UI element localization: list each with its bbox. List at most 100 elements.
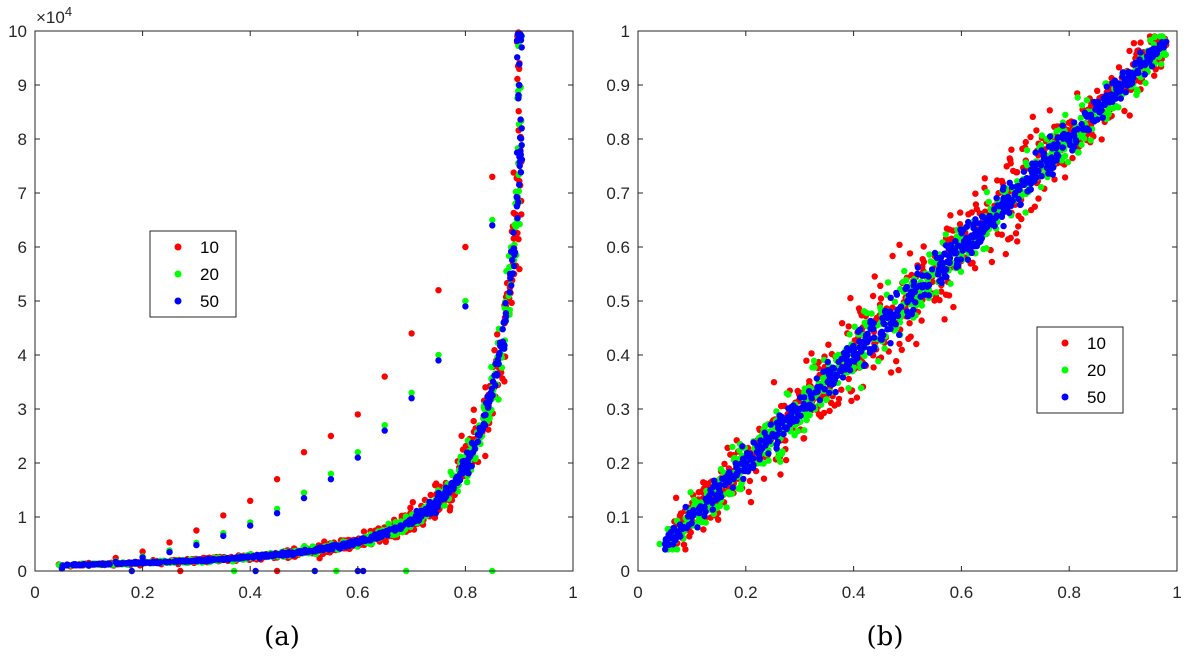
data-point (846, 331, 853, 338)
data-point (1000, 222, 1007, 230)
data-point (938, 279, 945, 287)
data-point (875, 358, 882, 365)
data-point (58, 565, 66, 572)
data-point (803, 357, 810, 364)
data-point (920, 258, 928, 266)
data-point (717, 465, 725, 473)
data-point (936, 266, 943, 273)
data-point (132, 560, 139, 567)
data-point (422, 510, 429, 517)
data-point (375, 534, 382, 541)
data-point (193, 527, 200, 534)
x-tick-label: 0 (633, 583, 642, 602)
data-point (983, 220, 990, 227)
x-tick-label: 0.6 (346, 583, 370, 602)
y-tick-label: 0.9 (606, 76, 630, 95)
data-point (676, 521, 684, 528)
data-point (731, 454, 738, 462)
data-point (75, 561, 83, 569)
data-point (462, 303, 469, 310)
data-point (448, 481, 455, 488)
data-point (889, 252, 896, 260)
data-point (492, 382, 499, 389)
data-point (1108, 91, 1115, 98)
data-point (516, 162, 523, 170)
data-point (491, 347, 498, 354)
data-point (1015, 223, 1022, 230)
data-point (1004, 193, 1012, 200)
data-point (779, 448, 786, 455)
x-tick-label: 0.6 (950, 583, 974, 602)
data-point (510, 169, 517, 176)
legend: 10 20 50 (149, 230, 237, 318)
data-point (1029, 172, 1036, 180)
y-tick-label: 8 (18, 130, 27, 149)
data-point (788, 413, 795, 420)
data-point (379, 529, 386, 536)
data-point (1078, 120, 1085, 128)
data-point (1061, 152, 1069, 160)
data-point (884, 326, 891, 333)
data-point (1003, 163, 1010, 170)
data-point (835, 400, 842, 407)
data-point (1035, 195, 1042, 202)
data-point (830, 376, 837, 383)
legend-marker-20 (174, 270, 182, 278)
data-point (721, 460, 728, 468)
data-point (454, 478, 461, 485)
data-point (1044, 163, 1051, 170)
data-point (1015, 182, 1022, 190)
data-point (925, 273, 932, 280)
data-point (1163, 38, 1170, 45)
legend-marker-50 (174, 297, 182, 305)
data-point (832, 388, 839, 396)
data-point (273, 476, 281, 483)
legend-label-10: 10 (1087, 334, 1106, 353)
data-point (965, 218, 972, 226)
data-point (901, 267, 908, 275)
data-point (825, 379, 832, 386)
data-point (1078, 102, 1086, 109)
data-point (292, 549, 300, 557)
data-point (1159, 33, 1166, 40)
data-point (850, 351, 857, 359)
data-point (166, 558, 173, 566)
data-point (489, 392, 496, 399)
x-tick-label: 0.2 (131, 583, 155, 602)
data-point (723, 504, 730, 511)
data-point (958, 243, 965, 251)
data-point (969, 240, 977, 247)
data-point (1121, 75, 1128, 83)
data-point (1056, 126, 1063, 134)
data-point (1040, 156, 1048, 163)
data-point (807, 405, 814, 412)
data-point (688, 513, 696, 521)
data-point (891, 298, 899, 305)
data-point (506, 289, 513, 296)
data-point (226, 555, 233, 562)
data-point (750, 439, 757, 446)
legend-label-20: 20 (1087, 361, 1106, 380)
data-point (926, 251, 933, 258)
data-point (783, 390, 790, 397)
panel-caption: (b) (867, 622, 904, 652)
data-point (328, 542, 335, 550)
data-point (112, 558, 119, 565)
data-point (1069, 143, 1076, 150)
data-point (1094, 98, 1101, 106)
data-point (360, 528, 368, 535)
data-point (484, 393, 491, 400)
data-point (686, 533, 693, 540)
data-point (820, 409, 828, 417)
data-point (845, 347, 852, 354)
data-point (893, 291, 901, 298)
legend-box (1036, 326, 1124, 414)
data-point (881, 320, 888, 328)
data-point (408, 389, 415, 396)
data-point (1103, 95, 1110, 102)
data-point (408, 330, 415, 337)
data-point (898, 346, 905, 353)
data-point (981, 175, 988, 182)
data-point (825, 341, 832, 348)
data-point (273, 510, 281, 517)
